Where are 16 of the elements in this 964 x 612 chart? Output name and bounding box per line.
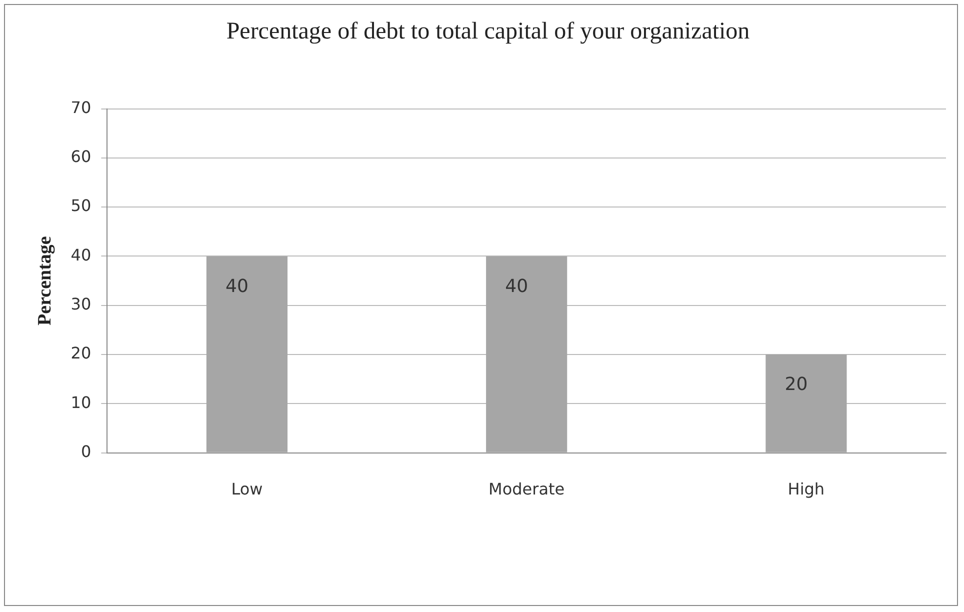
y-tick-label: 30 xyxy=(70,294,92,314)
y-tick-label: 50 xyxy=(70,196,92,216)
y-tick-label: 40 xyxy=(70,245,92,264)
y-tick-label: 70 xyxy=(70,98,92,117)
x-tick-label: Moderate xyxy=(488,480,565,499)
y-axis-title: Percentage xyxy=(34,236,56,326)
data-label: 20 xyxy=(784,374,808,396)
data-label: 40 xyxy=(226,276,248,297)
y-tick-label: 10 xyxy=(70,392,92,412)
y-tick-label: 60 xyxy=(70,147,92,166)
x-tick-label: High xyxy=(788,480,825,499)
y-tick-label: 20 xyxy=(70,344,92,363)
x-tick-label: Low xyxy=(231,480,263,499)
data-label: 40 xyxy=(505,276,528,297)
y-tick-label: 0 xyxy=(80,442,92,461)
chart-title: Percentage of debt to total capital of your organization xyxy=(226,18,750,45)
